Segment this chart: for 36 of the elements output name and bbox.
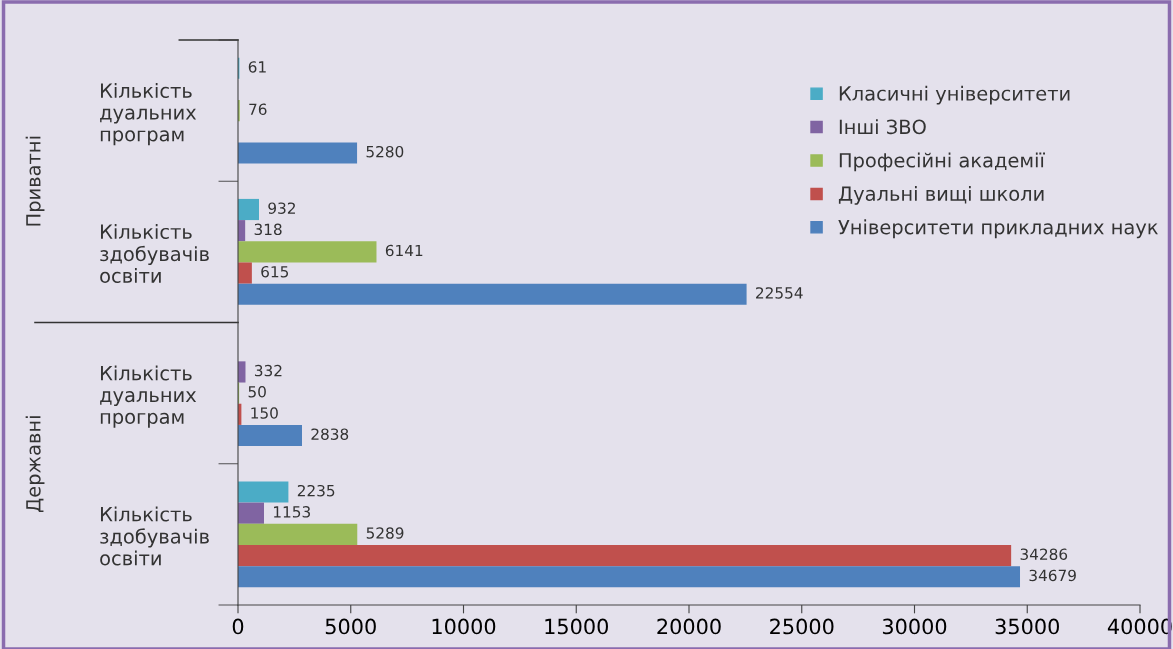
legend-label: Інші ЗВО bbox=[839, 119, 926, 135]
text: Приватні bbox=[25, 136, 45, 226]
legend-label: Дуальні вищі школи bbox=[838, 185, 1044, 205]
data-label: 34679 bbox=[1029, 569, 1076, 582]
data-label: 932 bbox=[268, 202, 295, 214]
data-label: 50 bbox=[248, 386, 266, 398]
x-tick-label: 10000 bbox=[432, 618, 496, 635]
data-label: 5280 bbox=[366, 145, 404, 158]
data-label: 1153 bbox=[274, 506, 310, 518]
x-tick-label: 15000 bbox=[545, 618, 608, 635]
legend-label: Професійні академії bbox=[839, 152, 1045, 172]
text: Державні bbox=[25, 416, 45, 513]
data-label: 318 bbox=[254, 223, 282, 236]
x-tick-label: 20000 bbox=[657, 618, 721, 635]
x-tick-label: 35000 bbox=[995, 618, 1059, 635]
y-tick-label: Кількість дуальних програм bbox=[100, 365, 197, 428]
data-label: 615 bbox=[261, 265, 289, 278]
x-tick-label: 30000 bbox=[882, 618, 947, 635]
data-label: 6141 bbox=[385, 244, 423, 257]
data-label: 332 bbox=[254, 364, 282, 377]
y-tick-label: Кількість дуальних програм bbox=[100, 82, 197, 146]
data-label: 150 bbox=[251, 407, 278, 419]
data-label: 76 bbox=[249, 103, 267, 116]
y-tick-label: Кількість здобувачів освіти bbox=[100, 223, 209, 283]
data-label: 61 bbox=[248, 61, 266, 73]
data-label: 2235 bbox=[297, 484, 335, 497]
data-label: 22554 bbox=[756, 287, 803, 299]
data-label: 5289 bbox=[366, 527, 404, 539]
legend-label: Класичні університети bbox=[839, 85, 1070, 105]
y-tick-label: Кількість здобувачів освіти bbox=[100, 506, 209, 566]
x-tick-label: 5000 bbox=[325, 618, 376, 635]
x-tick-label: 0 bbox=[232, 618, 244, 635]
x-tick-label: 25000 bbox=[770, 618, 834, 635]
data-label: 2838 bbox=[311, 428, 349, 440]
data-label: 34286 bbox=[1020, 548, 1068, 560]
legend-label: Університети прикладних наук bbox=[838, 219, 1158, 239]
